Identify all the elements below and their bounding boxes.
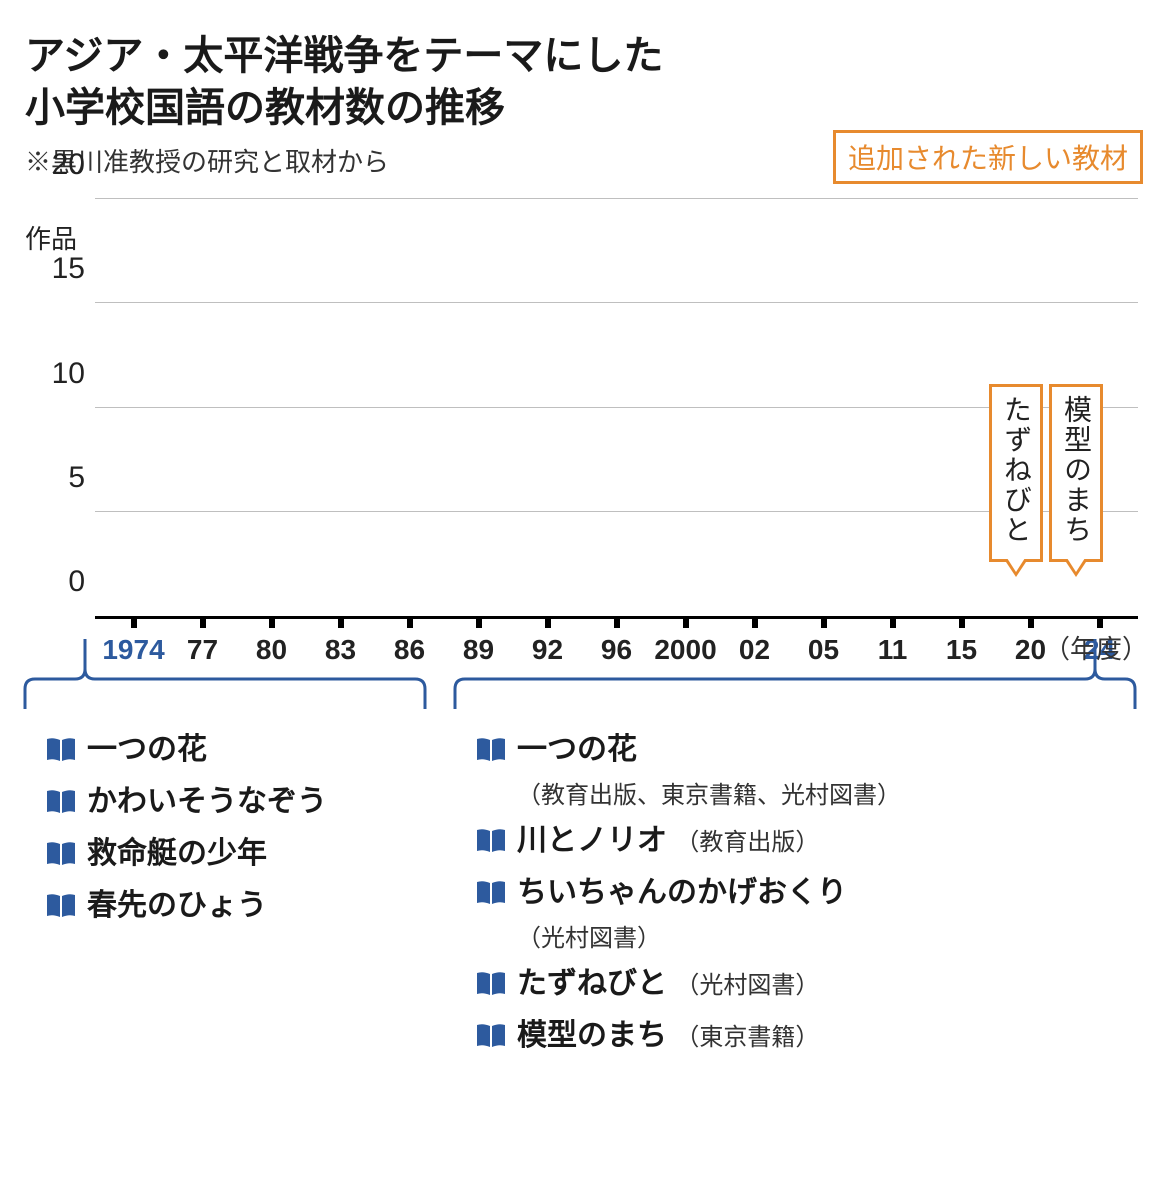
book-item: ちいちゃんのかげおくり — [475, 872, 1128, 914]
gridline — [95, 302, 1138, 303]
x-tick — [131, 618, 137, 628]
book-publisher-sub: （教育出版、東京書籍、光村図書） — [517, 775, 1128, 810]
book-title: 救命艇の少年 — [87, 837, 267, 870]
bracket-right — [455, 639, 1135, 709]
legend-new-materials: 追加された新しい教材 — [833, 130, 1143, 184]
book-item: 一つの花 — [45, 729, 405, 771]
y-tick-label: 15 — [35, 252, 85, 286]
book-title: たずねびと — [517, 967, 667, 1000]
book-publisher: （東京書籍） — [675, 1024, 819, 1051]
book-title: 春先のひょう — [87, 889, 267, 922]
book-title: 川とノリオ — [517, 824, 667, 857]
book-item: 春先のひょう — [45, 885, 405, 927]
gridline — [95, 198, 1138, 199]
callout-bubble: たずねびと — [989, 384, 1043, 562]
book-title: 一つの花 — [517, 733, 637, 766]
y-tick-label: 5 — [35, 461, 85, 495]
bars-group: 1974778083868992962000020511152024 — [95, 199, 1138, 616]
book-publisher-sub: （光村図書） — [517, 918, 1128, 953]
book-icon — [475, 737, 507, 763]
book-title: ちいちゃんのかげおくり — [517, 876, 847, 909]
book-icon — [45, 841, 77, 867]
book-lists: 一つの花かわいそうなぞう救命艇の少年春先のひょう 一つの花 （教育出版、東京書籍、… — [25, 709, 1148, 1087]
x-tick — [683, 618, 689, 628]
book-icon — [475, 880, 507, 906]
booklist-2024: 一つの花 （教育出版、東京書籍、光村図書） 川とノリオ （教育出版） ちいちゃんのかげ… — [455, 709, 1148, 1087]
book-item: 川とノリオ （教育出版） — [475, 820, 1128, 862]
title-line1: アジア・太平洋戦争をテーマにした — [25, 34, 663, 78]
x-tick — [545, 618, 551, 628]
x-tick — [959, 618, 965, 628]
book-publisher: （光村図書） — [675, 972, 819, 999]
x-tick — [269, 618, 275, 628]
book-icon — [45, 737, 77, 763]
x-tick — [890, 618, 896, 628]
booklist-1974: 一つの花かわいそうなぞう救命艇の少年春先のひょう — [25, 709, 425, 957]
book-title: 模型のまち — [517, 1019, 667, 1052]
book-title: 一つの花 — [87, 733, 207, 766]
x-tick — [407, 618, 413, 628]
gridline — [95, 511, 1138, 512]
book-item: 救命艇の少年 — [45, 833, 405, 875]
y-axis-unit: 作品 — [25, 219, 77, 256]
book-item: たずねびと （光村図書） — [475, 963, 1128, 1005]
y-tick-label: 0 — [35, 565, 85, 599]
x-tick — [200, 618, 206, 628]
x-tick — [1097, 618, 1103, 628]
x-tick — [1028, 618, 1034, 628]
book-title: かわいそうなぞう — [87, 785, 327, 818]
chart-container: 作品 1974778083868992962000020511152024 （年… — [25, 199, 1148, 619]
book-item: 一つの花 — [475, 729, 1128, 771]
x-tick — [614, 618, 620, 628]
book-icon — [475, 828, 507, 854]
bracket-left — [25, 639, 425, 709]
book-item: かわいそうなぞう — [45, 781, 405, 823]
chart-title: アジア・太平洋戦争をテーマにした 小学校国語の教材数の推移 — [25, 30, 1148, 134]
x-tick — [476, 618, 482, 628]
gridline — [95, 407, 1138, 408]
x-tick — [338, 618, 344, 628]
callout-bubble: 模型のまち — [1049, 384, 1103, 562]
bar-chart: 作品 1974778083868992962000020511152024 （年… — [95, 199, 1138, 619]
book-icon — [45, 789, 77, 815]
title-line2: 小学校国語の教材数の推移 — [25, 86, 505, 130]
x-tick — [821, 618, 827, 628]
y-tick-label: 10 — [35, 357, 85, 391]
y-tick-label: 20 — [35, 148, 85, 182]
book-icon — [475, 971, 507, 997]
x-tick — [752, 618, 758, 628]
book-item: 模型のまち （東京書籍） — [475, 1015, 1128, 1057]
book-icon — [475, 1023, 507, 1049]
book-icon — [45, 893, 77, 919]
book-publisher: （教育出版） — [675, 829, 819, 856]
